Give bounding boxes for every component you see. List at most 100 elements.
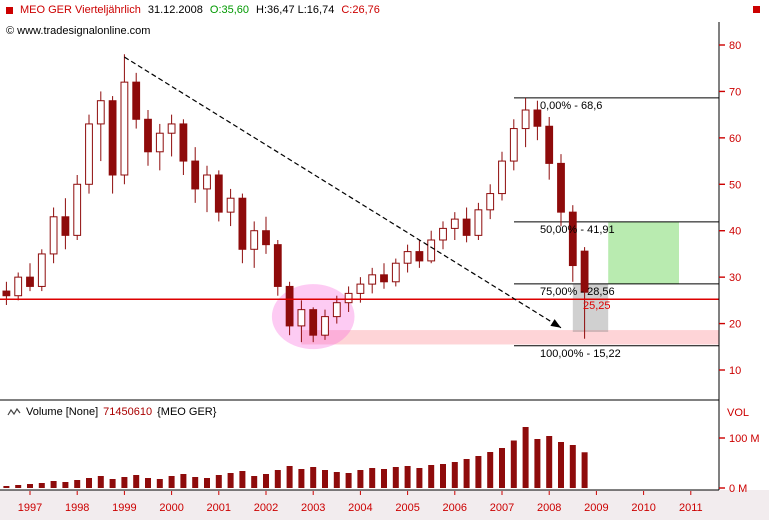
volume-axis-title: VOL	[727, 407, 749, 419]
candle-body	[285, 285, 294, 327]
volume-bar	[522, 427, 529, 488]
volume-bar	[440, 464, 446, 488]
volume-bar	[322, 470, 328, 488]
volume-bar	[475, 456, 482, 488]
fibonacci-level-label: 75,00% - 28,56	[540, 286, 615, 298]
volume-bar	[215, 475, 222, 488]
candle-body	[132, 81, 141, 120]
volume-bar	[581, 452, 588, 488]
fibonacci-level-label: 100,00% - 15,22	[540, 348, 621, 360]
volume-bar	[180, 474, 187, 488]
symbol-title: MEO GER Vierteljährlich	[20, 4, 141, 16]
volume-bar	[27, 484, 33, 488]
price-tick-label: 60	[729, 133, 741, 145]
year-label: 2003	[301, 502, 325, 514]
candle-body	[250, 230, 259, 250]
candle-body	[191, 160, 200, 190]
candle-body	[439, 227, 447, 241]
volume-bar	[74, 480, 81, 488]
volume-symbol: {MEO GER}	[157, 406, 217, 418]
candle-body	[344, 292, 353, 304]
retracement-zone-highlight	[572, 283, 609, 332]
volume-bar	[239, 471, 246, 488]
candle-body	[61, 216, 70, 236]
year-label: 2005	[395, 502, 419, 514]
volume-bar	[263, 474, 269, 488]
candle-body	[332, 302, 341, 318]
volume-bar	[546, 436, 553, 488]
candle-body	[509, 128, 518, 162]
candle-body	[568, 211, 577, 267]
candle-body	[415, 251, 424, 262]
candle-body	[203, 174, 211, 190]
year-label: 2006	[443, 502, 467, 514]
candle-body	[2, 290, 11, 297]
quote-high-low: H:36,47 L:16,74	[256, 4, 335, 16]
price-tick-label: 40	[729, 226, 741, 238]
price-tick-label: 80	[729, 40, 741, 52]
volume-tick-label: 100 M	[729, 433, 760, 445]
volume-bar	[369, 468, 376, 488]
price-tick-label: 70	[729, 86, 741, 98]
volume-bar	[357, 470, 364, 488]
volume-bar	[86, 478, 92, 488]
volume-bar	[62, 482, 69, 488]
candle-body	[226, 197, 235, 213]
volume-bar	[534, 439, 541, 488]
price-tick-label: 20	[729, 319, 741, 331]
volume-bar	[97, 476, 104, 488]
volume-bar	[274, 470, 281, 488]
year-label: 1997	[18, 502, 42, 514]
candle-body	[167, 123, 176, 134]
volume-indicator-header[interactable]: Volume [None] 71450610 {MEO GER}	[7, 406, 216, 418]
candle-body	[462, 218, 471, 236]
quote-close: C:26,76	[341, 4, 380, 16]
candle-body	[321, 316, 329, 336]
window-corner-icon	[753, 6, 760, 13]
candle-body	[108, 100, 117, 176]
price-tick-label: 30	[729, 272, 741, 284]
support-band-highlight	[301, 330, 719, 345]
volume-bar	[499, 448, 505, 488]
candle-body	[155, 132, 164, 153]
volume-bar	[145, 478, 151, 488]
volume-bar	[121, 477, 128, 488]
candle-body	[403, 251, 412, 264]
year-label: 2001	[207, 502, 231, 514]
volume-indicator-label: Volume [None]	[26, 406, 99, 418]
volume-bar	[428, 465, 435, 488]
volume-bar	[156, 479, 163, 488]
quote-open: O:35,60	[209, 4, 250, 16]
volume-bar	[381, 469, 387, 488]
candle-body	[557, 162, 565, 213]
volume-tick-label: 0 M	[729, 483, 747, 495]
year-label: 2009	[584, 502, 608, 514]
candle-body	[73, 183, 82, 236]
candle-body	[297, 309, 306, 327]
candle-body	[391, 262, 400, 283]
candle-body	[533, 109, 542, 127]
candle-body	[580, 250, 589, 293]
volume-bar	[416, 468, 423, 488]
year-label: 2008	[537, 502, 561, 514]
volume-bar	[451, 462, 458, 488]
volume-bar	[38, 483, 45, 488]
series-marker-icon	[6, 6, 13, 14]
volume-bar	[192, 477, 199, 488]
candle-body	[179, 123, 188, 162]
volume-bar	[298, 469, 305, 488]
candle-body	[238, 197, 247, 250]
candle-body	[144, 118, 152, 153]
footer-strip	[0, 490, 769, 520]
candle-body	[26, 276, 34, 287]
candle-body	[450, 218, 459, 229]
candle-body	[521, 109, 530, 130]
volume-bar	[333, 472, 340, 488]
volume-bar	[251, 476, 258, 488]
candle-body	[214, 174, 223, 213]
fibonacci-level-label: 0,00% - 68,6	[540, 100, 602, 112]
volume-bar	[569, 445, 576, 488]
quote-date: 31.12.2008	[147, 4, 203, 16]
